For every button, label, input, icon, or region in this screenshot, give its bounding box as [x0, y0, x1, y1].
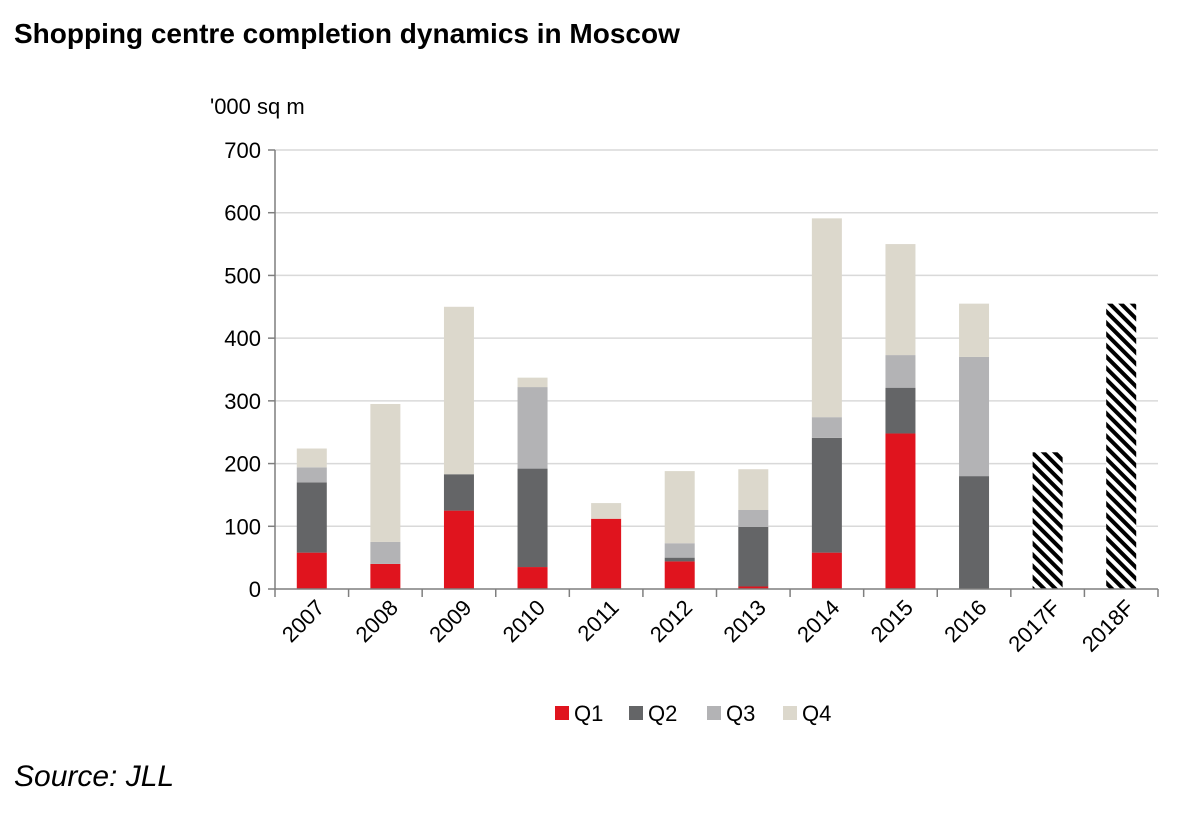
bar-q2-2014	[811, 437, 842, 553]
chart-title: Shopping centre completion dynamics in M…	[14, 18, 680, 49]
bar-q2-2012	[664, 557, 695, 562]
bar-q1-2010	[517, 567, 548, 589]
y-tick-label: 0	[249, 577, 261, 602]
legend-swatch-q1	[555, 706, 569, 720]
y-tick-label: 300	[224, 389, 261, 414]
bar-q1-2013	[738, 586, 769, 589]
y-tick-label: 600	[224, 201, 261, 226]
stacked-bar-chart: '000 sq m 0 100 200 300 400 500 600 700 2007 2008…	[210, 94, 1159, 726]
bar-q2-2013	[738, 526, 769, 587]
bar-q3-2007	[296, 467, 327, 483]
legend-label-q2: Q2	[648, 701, 677, 726]
bar-q3-2010	[517, 387, 548, 469]
x-tick-label: 2007	[277, 595, 329, 647]
y-tick-label: 500	[224, 263, 261, 288]
x-tick-label: 2016	[939, 595, 991, 647]
bar-q4-2007	[296, 448, 327, 468]
bar-q2-2009	[443, 474, 474, 511]
legend-label-q3: Q3	[726, 701, 755, 726]
x-tick-label: 2010	[498, 595, 550, 647]
bar-q4-2008	[370, 403, 401, 542]
bar-q2-2016	[959, 476, 990, 589]
bar-q4-2011	[591, 503, 622, 519]
source-note: Source: JLL	[14, 760, 175, 793]
bar-q3-2013	[738, 509, 769, 527]
bar-q4-2009	[443, 306, 474, 475]
bar-q2-2015	[885, 387, 916, 434]
bar-q4-2013	[738, 469, 769, 510]
x-tick-label: 2015	[866, 595, 918, 647]
bars	[296, 218, 1137, 589]
legend-swatch-q2	[629, 706, 643, 720]
bar-q1-2015	[885, 433, 916, 589]
bar-q1-2012	[664, 561, 695, 589]
x-tick-label: 2018F	[1077, 595, 1139, 657]
bar-q1-2007	[296, 552, 327, 589]
bar-q1-2008	[370, 563, 401, 589]
bar-forecast-2017f	[1032, 452, 1063, 589]
x-tick-label: 2017F	[1003, 595, 1065, 657]
x-tick-label: 2008	[351, 595, 403, 647]
legend: Q1 Q2 Q3 Q4	[555, 701, 831, 726]
x-tick-label: 2011	[573, 595, 624, 646]
bar-q1-2009	[443, 510, 474, 589]
bar-q4-2016	[959, 303, 990, 357]
gridlines	[275, 149, 1158, 528]
bar-forecast-2018f	[1106, 303, 1137, 589]
y-tick-label: 400	[224, 326, 261, 351]
y-tick-label: 700	[224, 138, 261, 163]
legend-label-q4: Q4	[802, 701, 831, 726]
y-tick-label: 100	[224, 514, 261, 539]
bar-q4-2015	[885, 244, 916, 356]
legend-label-q1: Q1	[574, 701, 603, 726]
bar-q3-2015	[885, 355, 916, 388]
x-tick-label: 2013	[719, 595, 771, 647]
bar-q3-2012	[664, 543, 695, 558]
legend-swatch-q3	[707, 706, 721, 720]
bar-q4-2014	[811, 218, 842, 418]
x-tick-label: 2012	[645, 595, 697, 647]
bar-q2-2007	[296, 482, 327, 553]
bar-q4-2012	[664, 471, 695, 544]
x-tick-label: 2009	[424, 595, 476, 647]
bar-q4-2010	[517, 377, 548, 388]
bar-q1-2011	[591, 518, 622, 589]
bar-q3-2008	[370, 541, 401, 564]
y-tick-label: 200	[224, 452, 261, 477]
bar-q3-2016	[959, 356, 990, 477]
y-axis-label: '000 sq m	[210, 94, 305, 119]
bar-q3-2014	[811, 417, 842, 438]
legend-swatch-q4	[783, 706, 797, 720]
x-tick-label: 2014	[792, 595, 844, 647]
bar-q2-2010	[517, 468, 548, 568]
bar-q1-2014	[811, 552, 842, 589]
